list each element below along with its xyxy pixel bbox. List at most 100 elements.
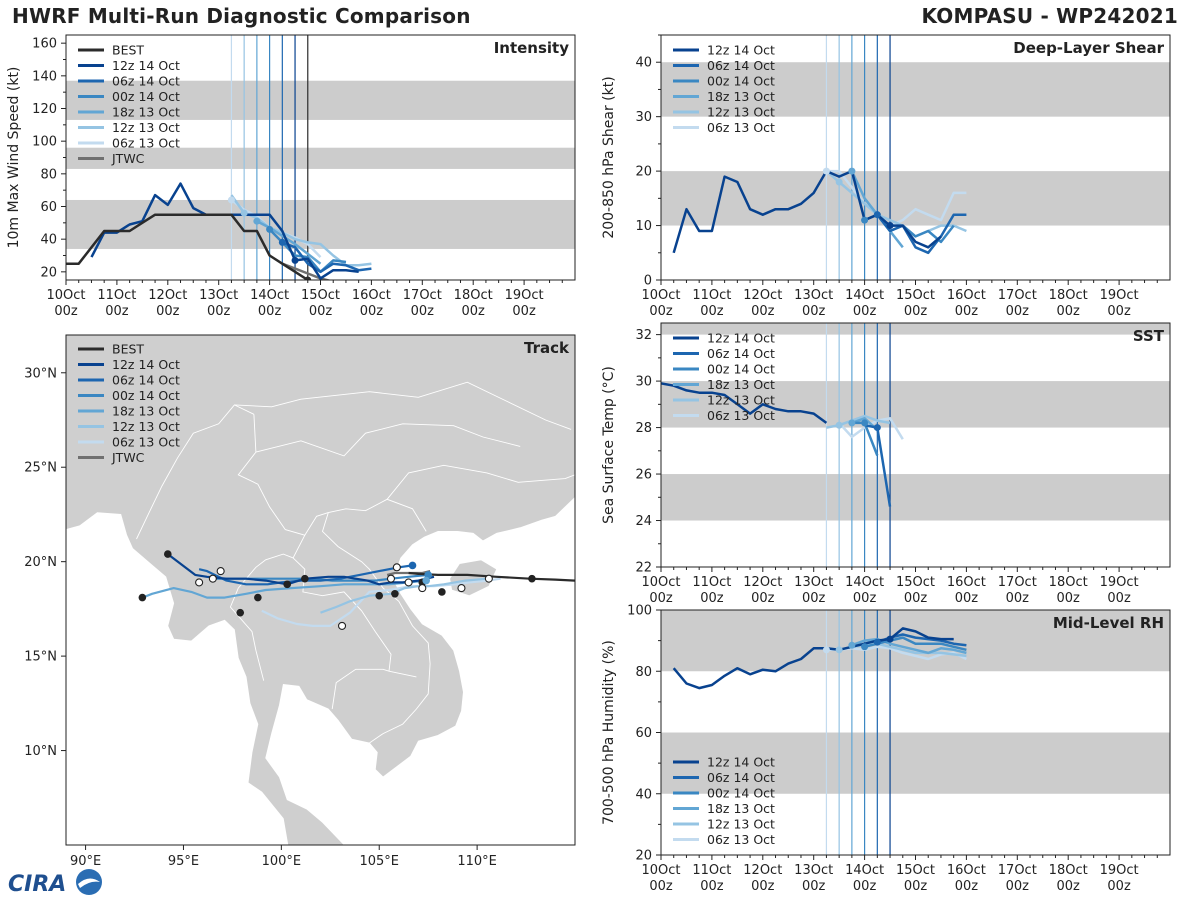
track-legend-label: 12z 13 Oct <box>112 419 180 434</box>
intensity-ytick-label: 100 <box>32 135 57 150</box>
track-ytick-label: 30°N <box>24 366 57 381</box>
intensity-xtick-label: 12Oct 00z <box>148 288 187 319</box>
sst-ytick-label: 22 <box>635 561 652 576</box>
cira-logo-text: CIRA <box>8 872 66 897</box>
intensity-ytick-label: 120 <box>32 102 57 117</box>
shear-init-point <box>861 216 869 224</box>
sst-series-line <box>661 382 828 424</box>
track-ytick-label: 10°N <box>24 744 57 759</box>
track-point-open <box>337 621 347 630</box>
sst-ytick-label: 24 <box>635 514 652 529</box>
rh-init-point <box>873 638 881 646</box>
shear-threshold-band <box>661 62 1170 117</box>
rh-init-point <box>861 643 869 651</box>
intensity-threshold-band <box>66 80 575 120</box>
sst-xtick-label: 19Oct 00z <box>1100 575 1139 606</box>
shear-xtick-label: 17Oct 00z <box>998 288 1037 319</box>
intensity-init-point <box>227 196 235 204</box>
track-point-filled <box>438 588 446 596</box>
rh-xtick-label: 13Oct 00z <box>794 863 833 894</box>
country-border <box>255 423 521 457</box>
intensity-legend-label: JTWC <box>111 151 145 166</box>
shear-series-line <box>876 213 967 255</box>
sst-xtick-label: 15Oct 00z <box>896 575 935 606</box>
track-point-open <box>216 567 225 576</box>
shear-legend-label: 18z 13 Oct <box>707 89 775 104</box>
track-legend-label: 18z 13 Oct <box>112 404 180 419</box>
intensity-ytick-label: 40 <box>40 233 57 248</box>
track-xtick-label: 110°E <box>457 854 497 869</box>
shear-xtick-label: 12Oct 00z <box>743 288 782 319</box>
shear-init-point <box>873 211 881 219</box>
rh-series-line <box>864 636 967 652</box>
rh-series-line <box>672 627 954 690</box>
track-point-filled <box>254 593 262 602</box>
mainland-land <box>66 335 575 845</box>
intensity-ytick-label: 20 <box>40 265 57 280</box>
intensity-init-point <box>291 256 299 264</box>
sst-xtick-label: 16Oct 00z <box>947 575 986 606</box>
intensity-ylabel: 10m Max Wind Speed (kt) <box>6 67 22 249</box>
rh-legend-label: 18z 13 Oct <box>707 801 775 816</box>
shear-legend-label: 12z 13 Oct <box>707 105 775 120</box>
rh-xtick-label: 10Oct 00z <box>641 863 680 894</box>
intensity-xtick-label: 10Oct 00z <box>46 288 85 319</box>
shear-xtick-label: 14Oct 00z <box>845 288 884 319</box>
rh-ytick-label: 40 <box>635 787 652 802</box>
country-border <box>237 414 427 536</box>
intensity-ytick-label: 160 <box>32 37 57 52</box>
sst-xtick-label: 10Oct 00z <box>641 575 680 606</box>
intensity-legend-label: 06z 13 Oct <box>112 136 180 151</box>
track-point-open <box>457 584 466 593</box>
rh-init-point <box>848 641 856 649</box>
shear-panel: 0 10 20 30 40 10Oct 00z 11Oct 00z 12Oct 00z 13Oct 00… <box>601 34 1171 319</box>
intensity-legend-label: BEST <box>112 43 144 58</box>
track-point-filled <box>138 593 147 602</box>
rh-legend-label: 06z 14 Oct <box>707 770 775 785</box>
sst-legend-label: 12z 13 Oct <box>707 393 775 408</box>
intensity-xtick-label: 13Oct 00z <box>199 288 238 319</box>
rh-threshold-band <box>661 732 1170 794</box>
intensity-plot-area <box>66 35 575 280</box>
intensity-ytick-label: 60 <box>40 200 57 215</box>
track-frame <box>65 334 576 846</box>
sst-legend-label: 18z 13 Oct <box>707 377 775 392</box>
track-ytick-label: 25°N <box>24 461 57 476</box>
rh-ytick-label: 60 <box>635 726 652 741</box>
country-border <box>331 668 417 710</box>
intensity-xtick-label: 11Oct 00z <box>97 288 136 319</box>
rh-init-point <box>835 646 843 654</box>
track-legend-label: JTWC <box>111 450 145 465</box>
rh-threshold-band <box>661 610 1170 672</box>
rh-xtick-label: 11Oct 00z <box>692 863 731 894</box>
shear-xtick-label: 13Oct 00z <box>794 288 833 319</box>
track-point-init <box>408 561 417 570</box>
track-point-open <box>195 578 204 587</box>
sst-threshold-band <box>661 381 1170 428</box>
shear-init-point <box>848 167 856 175</box>
rh-ytick-label: 80 <box>635 665 652 680</box>
country-border <box>136 404 255 540</box>
sst-ytick-label: 26 <box>635 468 652 483</box>
country-border <box>234 381 572 430</box>
intensity-ytick-label: 140 <box>32 69 57 84</box>
sst-init-point <box>848 419 856 427</box>
intensity-xtick-label: 16Oct 00z <box>352 288 391 319</box>
intensity-legend-label: 18z 13 Oct <box>112 105 180 120</box>
shear-series-line <box>825 170 967 238</box>
intensity-legend-label: 12z 13 Oct <box>112 120 180 135</box>
intensity-init-point <box>266 225 274 233</box>
sst-xtick-label: 17Oct 00z <box>998 575 1037 606</box>
rh-panel: 20 40 60 80 100 10Oct 00z 11Oct 00z 12Oct 00z 13Oct… <box>601 604 1171 894</box>
rh-legend-label: 12z 13 Oct <box>707 817 775 832</box>
track-xtick-label: 95°E <box>168 854 199 869</box>
track-legend-label: 06z 14 Oct <box>112 373 180 388</box>
intensity-init-point <box>278 238 286 246</box>
rh-xtick-label: 12Oct 00z <box>743 863 782 894</box>
track-ytick-label: 15°N <box>24 650 57 665</box>
intensity-series-line <box>281 241 372 274</box>
sst-init-point <box>861 419 869 427</box>
shear-legend-label: 06z 14 Oct <box>707 58 775 73</box>
track-point-filled <box>391 589 399 598</box>
